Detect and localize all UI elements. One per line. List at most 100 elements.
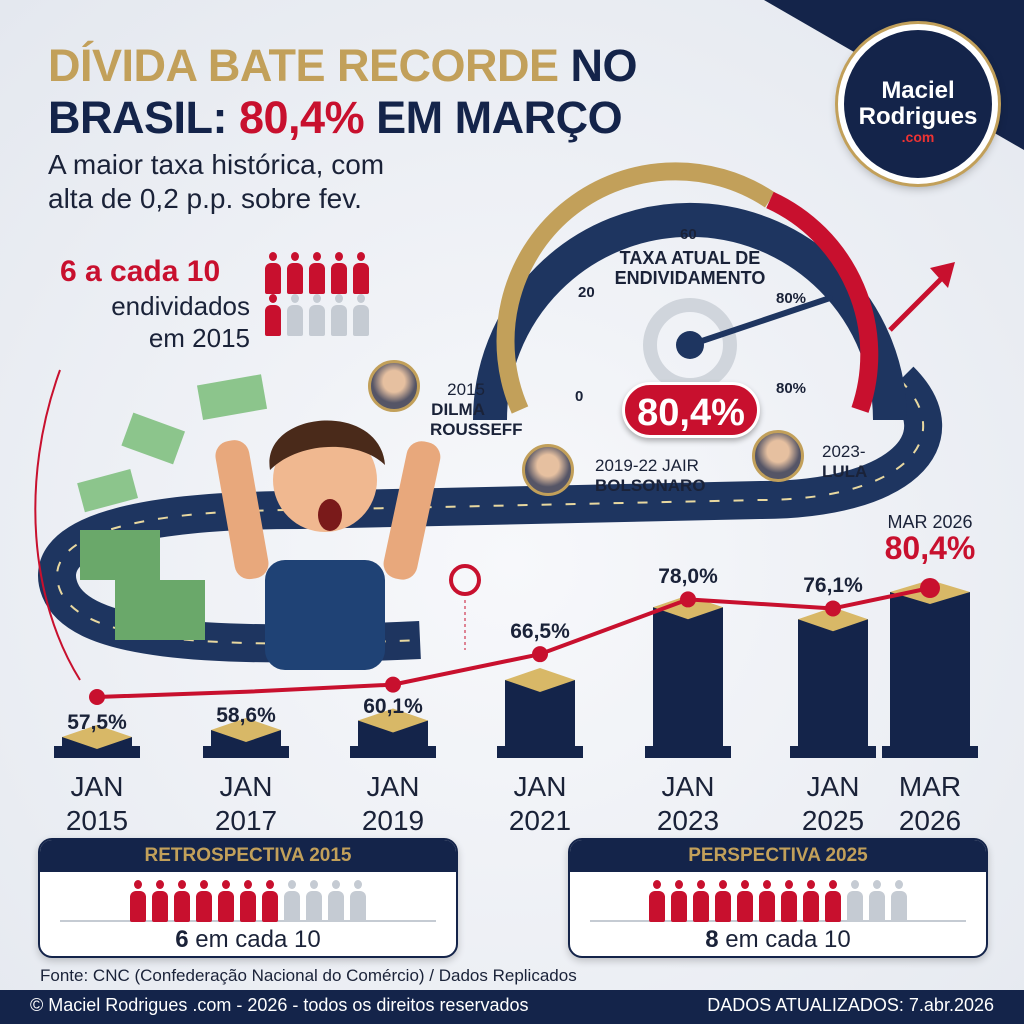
president-name: LULA (822, 462, 868, 481)
data-point (385, 676, 401, 693)
card-count: 6 (175, 926, 189, 953)
x-label-line: JAN (366, 771, 420, 802)
x-label-line: 2017 (214, 805, 278, 836)
source-note: Fonte: CNC (Confederação Nacional do Com… (40, 966, 577, 985)
x-label-line: 2026 (898, 805, 962, 836)
copyright: © Maciel Rodrigues .com - 2026 - todos o… (30, 995, 529, 1015)
x-label-line: 2019 (361, 805, 425, 836)
gauge-tick-label: 80% (776, 290, 807, 307)
gauge-label-line: ENDIVIDAMENTO (614, 268, 766, 288)
people-icons (590, 872, 966, 922)
title-part: DÍVIDA BATE RECORDE (48, 40, 559, 91)
data-point (920, 577, 940, 598)
x-label-line: JAN (513, 771, 567, 802)
x-axis-label: JAN 2021 (490, 770, 590, 838)
x-label-line: JAN (219, 771, 273, 802)
person-icon-gray (306, 880, 322, 922)
people-icons (60, 872, 436, 922)
avatar-dilma (368, 360, 420, 412)
person-icon-gray (328, 880, 344, 922)
person-icon-gray (287, 294, 303, 336)
gauge-gold-arc (496, 162, 775, 414)
subtitle: A maior taxa histórica, com alta de 0,2 … (48, 148, 384, 216)
bar-cap (62, 725, 132, 749)
person-icon-red (331, 252, 347, 294)
president-name: ROUSSEFF (430, 420, 523, 439)
person-icon-gray (891, 880, 907, 922)
x-label-line: JAN (806, 771, 860, 802)
data-point (532, 646, 548, 663)
value-label: 76,1% (803, 574, 863, 598)
person-icon-red (825, 880, 841, 922)
gauge-label: TAXA ATUAL DE ENDIVIDAMENTO (600, 248, 780, 288)
person-icon-red (265, 294, 281, 336)
gauge-value-badge: 80,4% (622, 382, 760, 438)
card-text: em cada 10 (725, 926, 851, 953)
person-icon-gray (284, 880, 300, 922)
person-icon-gray (353, 294, 369, 336)
people-icons (262, 252, 382, 336)
logo: Maciel Rodrigues .com (838, 24, 998, 184)
president-label: 2015 DILMA ROUSSEFF (430, 380, 523, 440)
logo-text: Maciel (881, 77, 955, 104)
card-caption: 8 em cada 10 (570, 922, 986, 956)
avatar-bolsonaro (522, 444, 574, 496)
card-caption: 6 em cada 10 (40, 922, 456, 956)
logo-text: .com (901, 129, 935, 145)
gauge-tick-label: 20 (578, 284, 595, 301)
x-label-line: JAN (70, 771, 124, 802)
x-label-line: 2023 (656, 805, 720, 836)
bar-cap (505, 668, 575, 693)
bar-cap (211, 718, 281, 743)
person-icon-red (262, 880, 278, 922)
stat-line: endividados (111, 291, 250, 321)
worried-person-illustration (215, 420, 441, 670)
data-point (89, 689, 105, 705)
x-label-line: 2021 (508, 805, 572, 836)
person-icon-red (218, 880, 234, 922)
person-icon-gray (869, 880, 885, 922)
person-icon-red (130, 880, 146, 922)
value-label: 58,6% (216, 704, 276, 728)
card-title: PERSPECTIVA 2025 (570, 840, 986, 872)
x-axis-label: MAR 2026 (880, 770, 980, 838)
person-icon-gray (309, 294, 325, 336)
stat-line: em 2015 (148, 323, 250, 353)
person-icon-red (196, 880, 212, 922)
card-perspectiva: PERSPECTIVA 2025 8 em cada 10 (568, 838, 988, 958)
person-icon-red (803, 880, 819, 922)
x-axis-label: JAN 2017 (196, 770, 296, 838)
bar (890, 592, 970, 752)
gauge-tick-label: 60 (680, 226, 697, 243)
person-icon-red (693, 880, 709, 922)
president-label: 2023- LULA (822, 442, 867, 482)
person-icon-red (759, 880, 775, 922)
title-part: BRASIL: (48, 92, 227, 143)
gauge-hub (676, 331, 704, 359)
x-axis-label: JAN 2025 (783, 770, 883, 838)
stat-highlight: 6 a cada 10 (60, 255, 221, 288)
virus-icon (449, 564, 481, 650)
person-icon-gray (331, 294, 347, 336)
person-icon-red (240, 880, 256, 922)
trend-arrow-icon (888, 268, 952, 332)
person-icon-red (671, 880, 687, 922)
card-text: em cada 10 (195, 926, 321, 953)
footer: © Maciel Rodrigues .com - 2026 - todos o… (0, 990, 1024, 1024)
gauge-red-arc (766, 191, 879, 413)
bar (653, 607, 723, 752)
person-icon-red (265, 252, 281, 294)
gauge-tick-label: 80% (776, 380, 807, 397)
avatar-lula (752, 430, 804, 482)
updated-date: DADOS ATUALIZADOS: 7.abr.2026 (707, 995, 994, 1015)
logo-text: Rodrigues (858, 103, 978, 130)
x-axis-label: JAN 2019 (343, 770, 443, 838)
person-icon-red (649, 880, 665, 922)
curved-arrow-icon (34, 369, 81, 681)
money-stacks-illustration (77, 374, 268, 640)
president-period: 2023- (822, 442, 866, 461)
x-axis-label: JAN 2015 (47, 770, 147, 838)
title-highlight: 80,4% (239, 92, 365, 143)
value-label: 78,0% (658, 565, 718, 589)
